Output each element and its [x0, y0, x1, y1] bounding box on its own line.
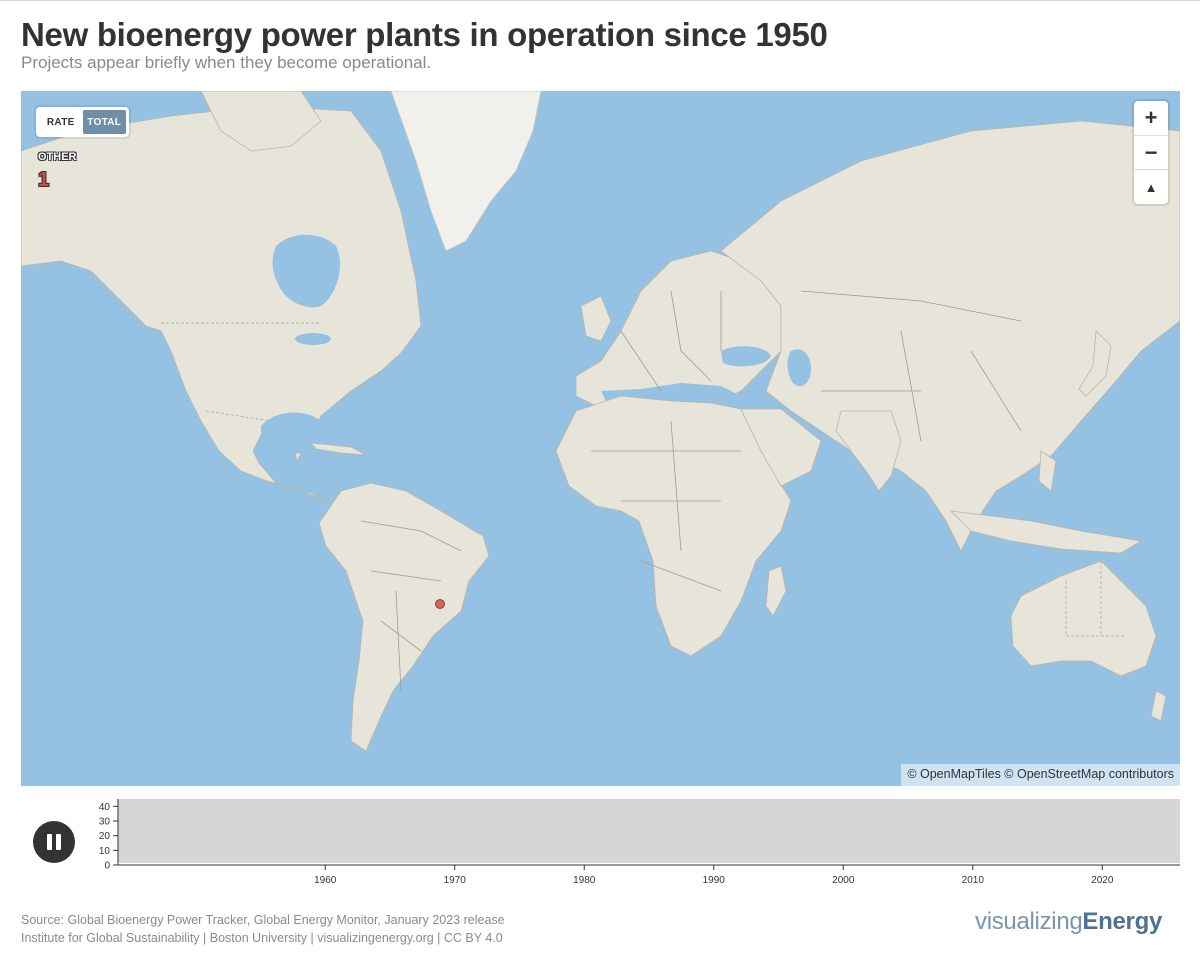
x-tick-label: 2000: [832, 875, 855, 886]
x-tick-label: 1960: [314, 875, 337, 886]
minus-icon: −: [1144, 139, 1158, 165]
timeline-plot-area: [118, 799, 1180, 863]
africa-borders: [591, 420, 741, 592]
black-sea: [721, 346, 771, 367]
north-america-landmass: [21, 105, 422, 512]
madagascar: [765, 565, 787, 617]
timeline-chart[interactable]: 0 10 20 30 40 1960 1970 1980 1990 2000 2010 2020: [0, 790, 1200, 890]
australia-landmass: [1010, 560, 1157, 677]
reset-bearing-button[interactable]: ▲: [1134, 170, 1168, 204]
x-tick-label: 1980: [573, 875, 596, 886]
africa-landmass: [555, 395, 792, 657]
x-tick-label: 2020: [1091, 875, 1114, 886]
south-america-landmass: [318, 482, 490, 752]
y-tick-label: 30: [99, 817, 111, 828]
map-navigation-control: + − ▲: [1134, 101, 1168, 204]
timeline-y-axis: 0 10 20 30 40: [99, 799, 119, 872]
cuba: [310, 442, 367, 456]
page-title: New bioenergy power plants in operation …: [21, 16, 828, 53]
source-line-1: Source: Global Bioenergy Power Tracker, …: [21, 913, 505, 927]
india-landmass: [835, 410, 902, 492]
south-america-borders: [360, 520, 462, 692]
hudson-bay: [272, 234, 341, 308]
compass-icon: ▲: [1144, 179, 1158, 195]
legend-category-count: 1: [38, 169, 50, 191]
us-mexico-border: [205, 410, 272, 422]
philippines: [1038, 450, 1057, 492]
world-map[interactable]: RATE TOTAL OTHER 1 + − ▲ © OpenMapTiles …: [21, 91, 1180, 786]
asia-landmass: [720, 120, 1180, 552]
source-credit: Source: Global Bioenergy Power Tracker, …: [21, 911, 505, 947]
x-tick-label: 2010: [962, 875, 985, 886]
new-zealand: [1150, 690, 1167, 722]
europe-borders: [620, 290, 722, 392]
top-divider: [0, 0, 1200, 1]
caspian-sea: [787, 349, 811, 387]
x-tick-label: 1990: [703, 875, 726, 886]
source-line-2[interactable]: Institute for Global Sustainability | Bo…: [21, 931, 503, 945]
gulf-of-mexico: [261, 412, 326, 454]
bioenergy-plant-marker[interactable]: [433, 597, 447, 611]
brand-light-text: visualizing: [975, 908, 1083, 935]
greenland-landmass: [390, 91, 542, 252]
toggle-option-rate[interactable]: RATE: [46, 116, 75, 128]
rate-total-toggle[interactable]: RATE TOTAL: [36, 107, 129, 137]
legend-category-label: OTHER: [38, 151, 77, 163]
asia-borders: [800, 290, 1022, 442]
australia-borders: [1065, 561, 1126, 637]
brand-logo[interactable]: visualizingEnergy: [975, 908, 1162, 936]
map-attribution[interactable]: © OpenMapTiles © OpenStreetMap contribut…: [901, 764, 1180, 786]
brand-bold-text: Energy: [1082, 908, 1162, 935]
x-tick-label: 1970: [444, 875, 467, 886]
pause-icon: [47, 834, 52, 850]
y-tick-label: 40: [99, 802, 111, 813]
y-tick-label: 0: [104, 861, 110, 872]
page-subtitle: Projects appear briefly when they become…: [21, 53, 432, 72]
y-tick-label: 10: [99, 846, 111, 857]
japan: [1078, 330, 1112, 397]
arctic-islands: [200, 91, 322, 152]
indonesia: [949, 510, 1143, 554]
y-tick-label: 20: [99, 831, 111, 842]
timeline-x-axis: 1960 1970 1980 1990 2000 2010 2020: [118, 864, 1180, 886]
map-geography: [21, 91, 1180, 752]
pause-button[interactable]: [33, 821, 75, 863]
zoom-out-button[interactable]: −: [1134, 136, 1168, 171]
zoom-in-button[interactable]: +: [1134, 101, 1168, 136]
great-lakes: [295, 333, 331, 345]
uk-ireland: [580, 295, 612, 342]
arabian-peninsula: [740, 408, 822, 487]
toggle-option-total[interactable]: TOTAL: [82, 110, 126, 134]
plus-icon: +: [1144, 104, 1158, 130]
